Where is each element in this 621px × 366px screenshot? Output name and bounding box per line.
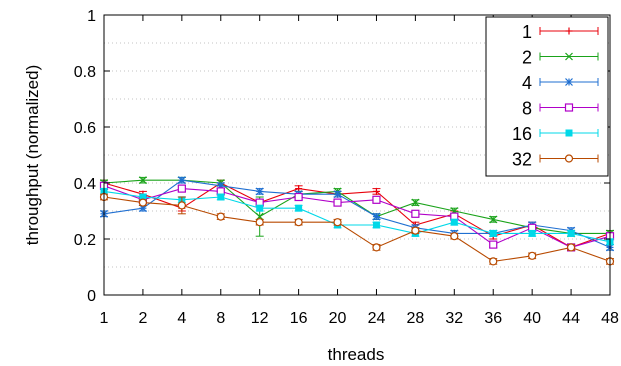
x-tick-label: 12 (251, 310, 269, 327)
data-point (333, 198, 342, 207)
y-axis-label: throughput (normalized) (23, 65, 42, 245)
data-point (177, 176, 186, 185)
data-point (177, 184, 186, 193)
x-tick-label: 28 (406, 310, 424, 327)
x-tick-label: 24 (368, 310, 386, 327)
x-tick-label: 2 (138, 310, 147, 327)
legend-label: 2 (522, 48, 532, 68)
series-32 (99, 192, 615, 266)
data-point (295, 204, 303, 212)
y-tick-label: 1 (87, 8, 96, 25)
x-tick-label: 40 (523, 310, 541, 327)
data-point (255, 187, 264, 196)
y-tick-label: 0.8 (74, 64, 96, 81)
legend-item: 4 (522, 73, 599, 93)
data-point (294, 192, 303, 202)
legend-label: 4 (522, 73, 532, 93)
y-tick-label: 0.4 (74, 176, 96, 193)
data-point (566, 243, 576, 252)
data-point (564, 103, 574, 112)
x-tick-label: 16 (290, 310, 308, 327)
y-tick-label: 0.2 (74, 232, 96, 249)
x-tick-label: 32 (445, 310, 463, 327)
data-point (411, 226, 420, 235)
x-tick-label: 1 (100, 310, 109, 327)
legend-label: 16 (512, 124, 532, 144)
data-point (489, 240, 498, 249)
data-point (565, 52, 573, 61)
x-tick-label: 48 (601, 310, 619, 327)
data-point (565, 27, 573, 35)
data-point (294, 218, 303, 227)
data-point (450, 232, 459, 241)
data-point (333, 218, 342, 227)
legend-item: 16 (512, 124, 599, 144)
data-point (372, 243, 381, 252)
y-tick-label: 0 (87, 288, 96, 305)
legend-item: 32 (512, 150, 599, 170)
data-point (489, 215, 498, 224)
data-point (372, 187, 380, 195)
legend-label: 8 (522, 99, 532, 119)
data-point (528, 251, 537, 260)
plot-frame (103, 14, 611, 296)
x-tick-label: 4 (177, 310, 186, 327)
data-point (372, 221, 380, 229)
y-tick-label: 0.6 (74, 120, 96, 137)
data-point (177, 201, 186, 210)
data-point (565, 129, 573, 137)
data-point (139, 193, 147, 201)
legend-label: 32 (512, 150, 532, 170)
x-axis-label: threads (328, 345, 385, 364)
legend-box (485, 16, 609, 177)
series-line (103, 190, 611, 243)
data-point (489, 229, 497, 237)
x-tick-label: 36 (484, 310, 502, 327)
x-tick-label: 8 (216, 310, 225, 327)
series-16 (100, 187, 614, 246)
data-point (138, 198, 148, 207)
data-point (528, 229, 536, 237)
data-point (333, 190, 342, 199)
data-point (564, 154, 574, 163)
grid-lines (104, 42, 610, 268)
data-point (256, 204, 264, 212)
data-point (567, 229, 575, 237)
data-point (255, 218, 264, 227)
series-4 (100, 176, 614, 252)
data-point (411, 198, 420, 207)
data-point (489, 257, 498, 266)
legend-item: 8 (522, 99, 599, 119)
legend-label: 1 (522, 22, 532, 42)
legend: 1 2 4 8 16 32 (485, 16, 609, 177)
series-line (103, 196, 611, 262)
data-point (138, 176, 147, 185)
legend-item: 2 (522, 48, 599, 68)
series-line (103, 185, 611, 248)
series-layer (99, 176, 615, 266)
series-line (103, 179, 611, 248)
data-point (450, 218, 458, 226)
data-point (411, 209, 420, 218)
data-point (216, 212, 225, 221)
legend-item: 1 (522, 22, 599, 42)
data-point (217, 193, 225, 201)
x-tick-label: 44 (562, 310, 580, 327)
data-point (372, 212, 381, 221)
data-point (565, 78, 573, 86)
x-tick-label: 20 (329, 310, 347, 327)
data-point (372, 195, 381, 204)
axes: 00.20.40.60.811 2 4 8 12 16 20 24 28 32 36 40 44 48 (74, 8, 619, 327)
